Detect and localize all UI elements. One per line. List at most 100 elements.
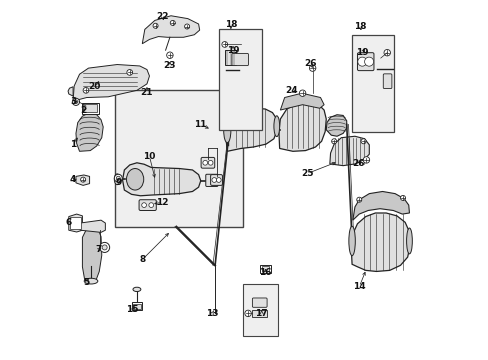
Circle shape [116,176,120,180]
FancyBboxPatch shape [383,74,391,89]
Circle shape [142,203,146,207]
Bar [83,104,97,112]
Text: 4: 4 [70,175,76,184]
Polygon shape [68,87,73,96]
Polygon shape [80,220,105,232]
Text: 1: 1 [70,140,76,149]
Ellipse shape [223,118,230,143]
Circle shape [166,52,173,58]
Ellipse shape [273,116,279,136]
Bar [260,265,270,273]
Polygon shape [76,175,89,185]
Text: 15: 15 [126,305,139,314]
FancyBboxPatch shape [252,298,266,307]
Ellipse shape [406,228,411,254]
Text: 3: 3 [70,97,76,106]
Polygon shape [225,108,277,151]
Text: 8: 8 [139,255,145,264]
Polygon shape [352,192,408,220]
Bar [242,284,277,336]
Circle shape [208,161,213,165]
Circle shape [216,177,221,183]
Ellipse shape [126,168,143,190]
Ellipse shape [133,287,141,292]
Circle shape [383,49,389,56]
Circle shape [170,21,175,26]
Text: 19: 19 [356,48,368,57]
FancyBboxPatch shape [201,157,214,168]
Text: 13: 13 [205,309,218,318]
Circle shape [357,57,366,66]
Text: 12: 12 [156,198,168,207]
Text: 7: 7 [95,246,101,255]
Polygon shape [329,136,368,166]
Bar [351,35,394,132]
Circle shape [360,139,366,144]
Circle shape [331,139,336,144]
Bar [131,302,142,310]
Bar [133,304,140,309]
Polygon shape [76,113,103,151]
Circle shape [364,57,373,66]
FancyBboxPatch shape [205,174,218,186]
Circle shape [72,98,80,105]
Bar [81,103,99,114]
Polygon shape [351,213,409,271]
Polygon shape [280,93,324,110]
Circle shape [102,245,107,250]
Text: 25: 25 [301,169,313,178]
Circle shape [83,87,89,93]
Bar [70,217,81,229]
Circle shape [356,197,361,202]
Text: 11: 11 [194,120,206,129]
Bar [218,30,262,130]
Circle shape [309,65,315,71]
FancyBboxPatch shape [231,53,248,66]
Circle shape [400,195,405,201]
Text: 24: 24 [284,86,297,95]
Bar [115,90,243,226]
Text: 23: 23 [163,62,176,71]
Text: 21: 21 [141,87,153,96]
Circle shape [148,203,153,207]
Text: 2: 2 [81,105,87,114]
Polygon shape [142,16,199,44]
Text: 16: 16 [259,268,271,277]
Polygon shape [69,214,82,232]
Circle shape [299,90,305,96]
Ellipse shape [348,226,355,256]
FancyBboxPatch shape [210,175,222,185]
Text: 14: 14 [352,282,365,291]
Circle shape [203,161,207,165]
Circle shape [153,23,158,28]
Polygon shape [122,163,201,196]
Circle shape [222,41,227,47]
FancyBboxPatch shape [357,53,373,71]
Text: 18: 18 [353,22,366,31]
Ellipse shape [207,176,213,185]
Circle shape [126,69,132,75]
Text: 18: 18 [224,19,237,28]
Bar [261,266,268,271]
Text: 10: 10 [143,152,155,161]
Polygon shape [82,227,102,281]
Text: 17: 17 [255,309,267,318]
Text: 9: 9 [115,178,121,187]
Circle shape [74,100,78,104]
Ellipse shape [114,174,120,185]
Polygon shape [73,64,149,101]
Text: 26: 26 [351,159,364,168]
Bar [224,50,235,65]
Polygon shape [325,115,346,136]
Circle shape [363,157,369,163]
Polygon shape [278,102,325,151]
Circle shape [211,177,216,183]
FancyBboxPatch shape [139,200,156,211]
Circle shape [81,177,85,182]
Bar [252,310,266,317]
Text: 22: 22 [156,12,169,21]
Circle shape [114,174,122,182]
Circle shape [244,310,251,317]
Ellipse shape [84,278,98,284]
Circle shape [184,24,189,29]
